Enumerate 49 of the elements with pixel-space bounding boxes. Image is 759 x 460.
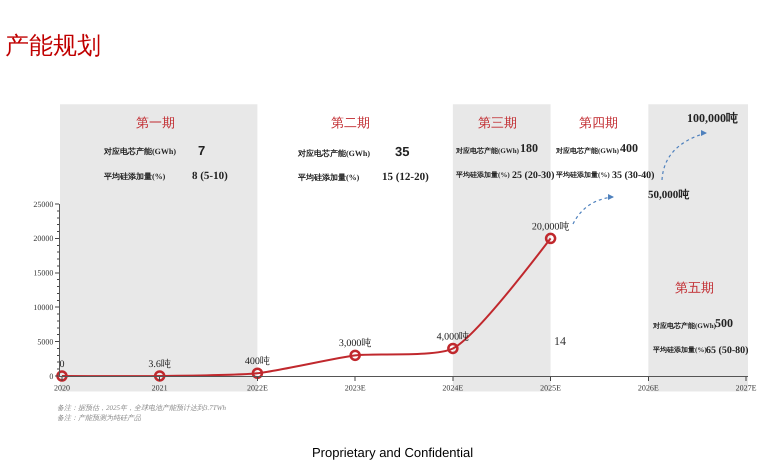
x-tick-label: 2020 (54, 384, 70, 393)
y-tick-label: 15000 (33, 268, 54, 278)
text: 平均硅添加量(%) (297, 173, 360, 182)
text: 35 (395, 144, 410, 159)
text: 对应电芯产能(GWh) (297, 148, 370, 158)
x-tick-label: 2022E (246, 384, 268, 393)
x-tick-label: 2023E (344, 384, 366, 393)
text: 8 (5-10) (192, 170, 228, 182)
text: 第二期 (331, 115, 370, 130)
data-label: 20,000吨 (532, 220, 570, 232)
data-label: 0 (59, 358, 64, 370)
text: 第三期 (478, 115, 517, 130)
annotation: 14 (554, 334, 566, 348)
x-tick-label: 2025E (540, 384, 562, 393)
text: 100,000吨 (687, 111, 738, 125)
data-label: 3,000吨 (338, 337, 372, 350)
annotation: 500 (715, 316, 733, 330)
data-label: 400吨 (244, 355, 270, 368)
x-tick-label: 2024E (442, 384, 464, 393)
y-tick-label: 0 (49, 372, 54, 381)
text: 400 (620, 141, 638, 155)
x-tick-label: 2027E (736, 384, 757, 393)
data-label: 3.6吨 (148, 358, 171, 370)
point (252, 368, 264, 379)
y-tick-label: 20000 (33, 234, 54, 244)
x-tick-label: 2021 (152, 384, 168, 393)
text: 35 (30-40) (612, 170, 654, 181)
text: 对应电芯产能(GWh) (103, 146, 176, 156)
y-tick-label: 5000 (37, 337, 54, 346)
text: 15 (12-20) (382, 171, 430, 183)
point (349, 350, 361, 362)
text: 7 (198, 143, 206, 158)
y-tick-label: 10000 (33, 303, 54, 312)
point (154, 370, 166, 382)
x-tick-label: 2026E (638, 384, 659, 393)
text: 25 (20-30) (512, 170, 554, 181)
text: Proprietary and Confidential (312, 445, 474, 460)
point (56, 370, 68, 382)
text: 第一期 (136, 115, 175, 130)
text: 180 (520, 141, 538, 155)
text: 平均硅添加量(%) (103, 172, 166, 181)
chart-title: 产能规划 (5, 31, 101, 60)
annotation: 65 (50-80) (706, 345, 748, 356)
annotation: 第五期 (675, 280, 714, 295)
y-tick-label: 25000 (33, 200, 54, 209)
text: 第四期 (579, 115, 618, 130)
text: 50,000吨 (648, 188, 690, 201)
point (447, 342, 459, 354)
point (544, 232, 556, 244)
